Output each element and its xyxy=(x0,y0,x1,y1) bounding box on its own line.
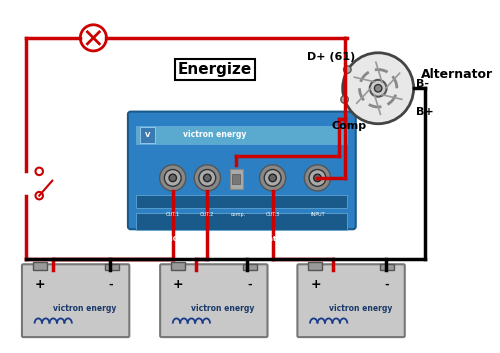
Bar xyxy=(104,264,118,270)
Text: OUT.1: OUT.1 xyxy=(166,212,180,217)
Circle shape xyxy=(344,66,351,73)
Text: -: - xyxy=(384,279,389,289)
Circle shape xyxy=(36,168,43,175)
Circle shape xyxy=(314,174,321,182)
Circle shape xyxy=(309,169,326,186)
Circle shape xyxy=(304,165,330,191)
Circle shape xyxy=(374,84,382,92)
FancyBboxPatch shape xyxy=(128,112,356,229)
Bar xyxy=(136,195,348,208)
FancyBboxPatch shape xyxy=(160,264,268,337)
Text: OUT.3: OUT.3 xyxy=(266,212,280,217)
Bar xyxy=(140,126,155,143)
Text: comp.: comp. xyxy=(230,212,246,217)
Circle shape xyxy=(260,165,285,191)
Circle shape xyxy=(194,165,220,191)
Bar xyxy=(136,126,348,144)
Bar xyxy=(380,264,394,270)
Text: V: V xyxy=(145,132,150,138)
Circle shape xyxy=(269,174,276,182)
Bar xyxy=(243,264,257,270)
Text: -: - xyxy=(247,279,252,289)
Text: ARGODIODE: ARGODIODE xyxy=(142,235,190,241)
Bar xyxy=(232,174,240,184)
Text: Comp: Comp xyxy=(332,121,366,131)
Bar xyxy=(136,213,348,230)
Circle shape xyxy=(199,169,216,186)
Text: -: - xyxy=(109,279,114,289)
FancyBboxPatch shape xyxy=(22,264,130,337)
Text: victron energy: victron energy xyxy=(183,131,246,139)
Text: victron energy: victron energy xyxy=(192,304,255,313)
Text: victron energy: victron energy xyxy=(328,304,392,313)
Text: OUT.2: OUT.2 xyxy=(200,212,214,217)
Text: Alternator: Alternator xyxy=(421,68,493,81)
Circle shape xyxy=(169,174,176,182)
Circle shape xyxy=(204,174,211,182)
Text: B-: B- xyxy=(416,79,430,89)
Circle shape xyxy=(160,165,186,191)
Circle shape xyxy=(80,25,106,51)
Text: Battery Isolator: Battery Isolator xyxy=(222,235,284,241)
Circle shape xyxy=(36,192,43,199)
Text: +: + xyxy=(173,278,184,291)
Text: Energize: Energize xyxy=(178,62,252,77)
Text: CE: CE xyxy=(326,235,336,241)
Circle shape xyxy=(264,169,281,186)
Text: D+ (61): D+ (61) xyxy=(308,52,356,61)
FancyBboxPatch shape xyxy=(298,264,405,337)
Text: +: + xyxy=(310,278,321,291)
Circle shape xyxy=(342,53,413,124)
Bar xyxy=(171,262,185,270)
Circle shape xyxy=(341,96,348,103)
Bar xyxy=(308,262,322,270)
Circle shape xyxy=(164,169,181,186)
Text: victron energy: victron energy xyxy=(54,304,116,313)
Bar xyxy=(32,262,46,270)
Bar xyxy=(230,169,243,189)
Text: B+: B+ xyxy=(416,107,434,116)
Text: INPUT: INPUT xyxy=(310,212,325,217)
Circle shape xyxy=(370,80,386,97)
Text: +: + xyxy=(35,278,45,291)
